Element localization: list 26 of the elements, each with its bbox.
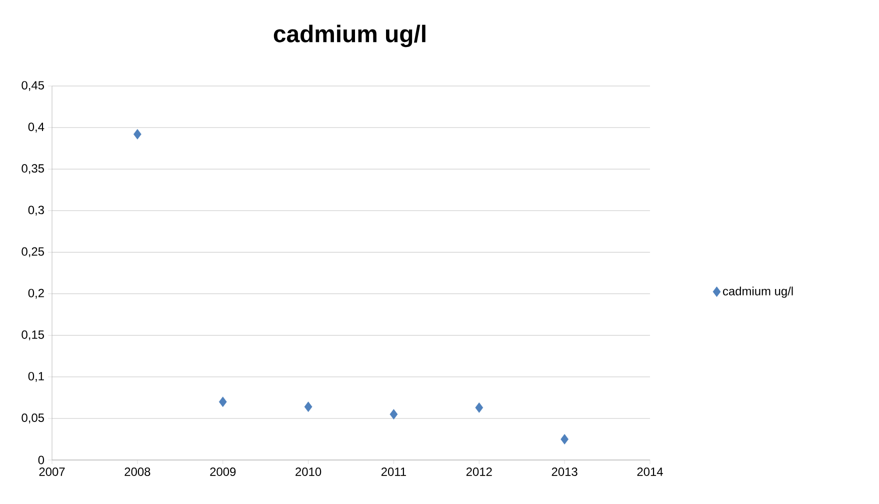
y-tick-label: 0,05 xyxy=(22,414,44,424)
legend-label: cadmium ug/l xyxy=(722,286,793,298)
x-tick-label: 2013 xyxy=(552,468,578,476)
y-tick-label: 0,3 xyxy=(28,206,44,216)
point xyxy=(304,402,312,412)
x-tick-label: 2007 xyxy=(39,468,65,476)
y-tick-label: 0 xyxy=(38,456,44,464)
y-tick-label: 0,45 xyxy=(22,81,44,91)
y-tick-label: 0,15 xyxy=(22,330,44,340)
y-tick-label: 0,2 xyxy=(28,288,44,299)
x-tick-label: 2011 xyxy=(381,468,406,476)
x-tick-label: 2010 xyxy=(296,468,322,476)
point xyxy=(218,396,227,408)
x-tick-label: 2014 xyxy=(637,468,663,476)
x-tick-label: 2012 xyxy=(466,468,492,476)
x-tick-label: 2008 xyxy=(124,468,150,476)
point xyxy=(390,409,398,420)
y-tick-label: 0,1 xyxy=(28,372,44,382)
point xyxy=(475,402,484,413)
point xyxy=(560,434,569,444)
x-tick-label: 2009 xyxy=(210,468,236,476)
y-tick-label: 0,4 xyxy=(28,122,44,132)
chart-title: cadmium ug/l xyxy=(274,24,426,48)
point xyxy=(133,129,142,140)
y-tick-label: 0,25 xyxy=(22,247,44,258)
y-tick-label: 0,35 xyxy=(22,164,44,174)
